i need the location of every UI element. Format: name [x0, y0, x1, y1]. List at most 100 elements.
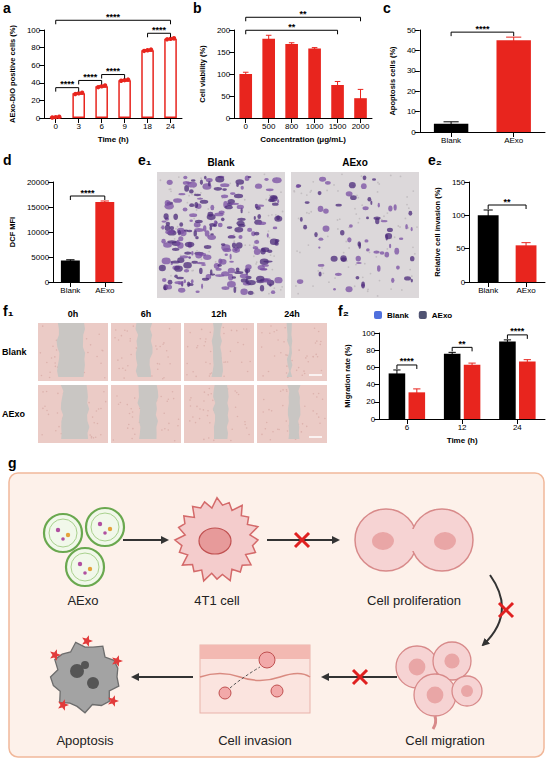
svg-text:Time (h): Time (h)	[447, 436, 478, 445]
svg-text:g: g	[8, 455, 17, 471]
svg-text:1500: 1500	[329, 122, 347, 131]
svg-text:**: **	[504, 197, 512, 207]
svg-text:****: ****	[152, 25, 167, 35]
svg-text:****: ****	[475, 24, 490, 34]
svg-text:0: 0	[411, 128, 416, 137]
svg-text:150: 150	[217, 48, 231, 57]
svg-text:50: 50	[456, 244, 465, 253]
svg-text:0h: 0h	[68, 309, 79, 319]
svg-text:Apoptosis: Apoptosis	[56, 733, 114, 748]
svg-text:60: 60	[366, 363, 375, 372]
svg-text:15000: 15000	[27, 203, 50, 212]
svg-text:20: 20	[31, 96, 40, 105]
svg-text:500: 500	[262, 122, 276, 131]
svg-text:50: 50	[221, 92, 230, 101]
svg-text:Blank: Blank	[387, 311, 409, 320]
svg-text:60: 60	[31, 61, 40, 70]
svg-text:3: 3	[76, 122, 81, 131]
svg-text:200: 200	[217, 26, 231, 35]
svg-text:80: 80	[31, 43, 40, 52]
svg-text:1000: 1000	[306, 122, 324, 131]
html-text:c: c	[383, 0, 391, 16]
svg-text:6: 6	[405, 423, 410, 432]
svg-text:Relative cell invasion (%): Relative cell invasion (%)	[433, 187, 442, 277]
svg-text:40: 40	[31, 78, 40, 87]
svg-text:DCF MFI: DCF MFI	[8, 217, 17, 247]
svg-text:20000: 20000	[27, 178, 50, 187]
svg-text:Blank: Blank	[478, 286, 499, 295]
svg-text:50: 50	[407, 26, 416, 35]
svg-text:Cell viability (%): Cell viability (%)	[198, 45, 207, 103]
svg-text:5000: 5000	[31, 253, 49, 262]
svg-text:0: 0	[244, 122, 249, 131]
svg-text:Apoptosis cells (%): Apoptosis cells (%)	[388, 46, 397, 116]
svg-text:0: 0	[54, 122, 59, 131]
svg-text:100: 100	[362, 329, 376, 338]
svg-text:Migration rate (%): Migration rate (%)	[343, 344, 352, 408]
svg-text:Blank: Blank	[2, 347, 28, 357]
svg-text:100: 100	[27, 26, 41, 35]
svg-text:12: 12	[458, 423, 467, 432]
svg-text:AExo: AExo	[95, 286, 115, 295]
svg-text:Cell invasion: Cell invasion	[218, 733, 292, 748]
svg-text:Blank: Blank	[441, 136, 462, 145]
svg-text:****: ****	[510, 326, 525, 336]
html-text:f₂: f₂	[338, 303, 349, 319]
svg-text:AExo: AExo	[2, 409, 26, 419]
svg-text:10: 10	[407, 107, 416, 116]
svg-text:0: 0	[461, 278, 466, 287]
svg-text:Concentration (μg/mL): Concentration (μg/mL)	[260, 135, 346, 144]
svg-text:40: 40	[407, 46, 416, 55]
svg-text:**: **	[288, 22, 296, 32]
html-text:e₂: e₂	[428, 152, 442, 168]
svg-text:0: 0	[226, 114, 231, 123]
svg-text:AExo: AExo	[504, 136, 524, 145]
html-text:d: d	[3, 152, 12, 168]
html-text:b: b	[193, 0, 202, 16]
svg-text:100: 100	[217, 70, 231, 79]
svg-text:Blank: Blank	[207, 157, 235, 168]
svg-text:f₁: f₁	[3, 303, 14, 319]
svg-text:100: 100	[452, 211, 466, 220]
svg-text:AExo: AExo	[432, 311, 453, 320]
svg-text:20: 20	[407, 87, 416, 96]
svg-text:24: 24	[166, 122, 175, 131]
svg-text:AExo: AExo	[67, 593, 98, 608]
svg-text:40: 40	[366, 380, 375, 389]
svg-text:20: 20	[366, 397, 375, 406]
svg-text:****: ****	[106, 66, 121, 76]
svg-text:Time (h): Time (h)	[98, 135, 129, 144]
svg-text:24: 24	[513, 423, 522, 432]
svg-text:6h: 6h	[141, 309, 152, 319]
svg-text:**: **	[300, 9, 308, 19]
svg-text:18: 18	[143, 122, 152, 131]
svg-text:10000: 10000	[27, 228, 50, 237]
svg-text:Cell migration: Cell migration	[405, 733, 484, 748]
svg-text:AExo-DiO positive cells (%): AExo-DiO positive cells (%)	[8, 25, 17, 123]
svg-text:****: ****	[81, 188, 96, 198]
svg-text:****: ****	[106, 12, 121, 22]
svg-text:Cell proliferation: Cell proliferation	[367, 593, 461, 608]
svg-text:AExo: AExo	[342, 157, 368, 168]
svg-text:**: **	[459, 339, 467, 349]
svg-text:12h: 12h	[211, 309, 227, 319]
svg-text:0: 0	[371, 415, 376, 424]
svg-text:6: 6	[99, 122, 104, 131]
svg-text:0: 0	[36, 114, 41, 123]
html-text:a: a	[3, 0, 11, 16]
svg-text:0: 0	[45, 278, 50, 287]
svg-text:9: 9	[122, 122, 127, 131]
svg-text:****: ****	[400, 356, 415, 366]
svg-text:****: ****	[60, 79, 75, 89]
svg-text:AExo: AExo	[516, 286, 536, 295]
svg-text:30: 30	[407, 66, 416, 75]
svg-text:e₁: e₁	[138, 152, 152, 168]
svg-text:24h: 24h	[284, 309, 300, 319]
svg-text:80: 80	[366, 346, 375, 355]
svg-text:2000: 2000	[352, 122, 370, 131]
svg-text:4T1 cell: 4T1 cell	[194, 593, 240, 608]
svg-text:150: 150	[452, 178, 466, 187]
svg-text:800: 800	[285, 122, 299, 131]
svg-text:****: ****	[83, 72, 98, 82]
svg-text:Blank: Blank	[60, 286, 81, 295]
